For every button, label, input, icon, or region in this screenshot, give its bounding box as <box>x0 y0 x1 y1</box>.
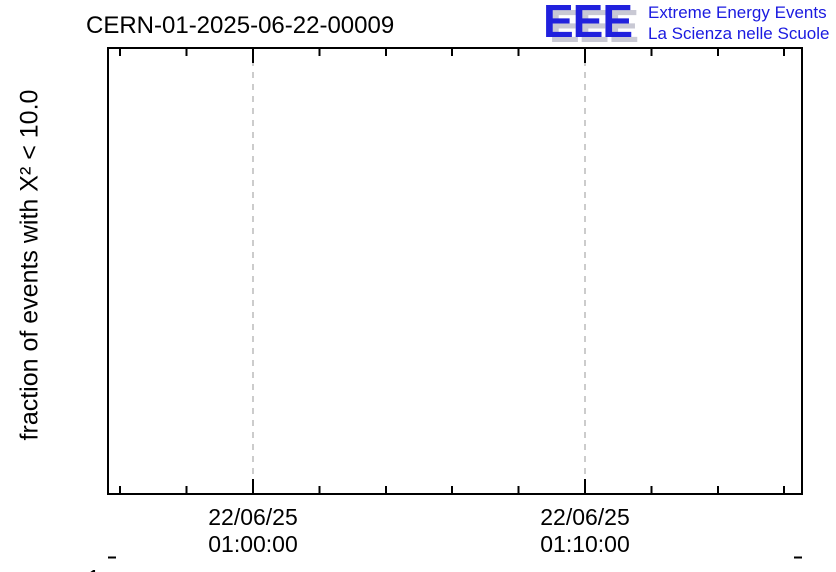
eee-logo: EEE Extreme Energy Events La Scienza nel… <box>541 0 836 54</box>
x-tick-label-time: 01:00:00 <box>208 531 298 557</box>
plot-frame <box>107 47 803 495</box>
y-axis-title: fraction of events with X² < 10.0 <box>15 89 44 441</box>
eee-logo-line2: La Scienza nelle Scuole <box>648 24 830 43</box>
x-tick-label-date: 22/06/25 <box>208 504 298 530</box>
eee-logo-text: Extreme Energy Events La Scienza nelle S… <box>648 2 829 44</box>
y-tick-label: 1 <box>87 565 100 572</box>
chart-title: CERN-01-2025-06-22-00009 <box>86 12 395 39</box>
x-tick-label-date: 22/06/25 <box>540 504 630 530</box>
x-tick-label-time: 01:10:00 <box>540 531 630 557</box>
eee-logo-icon: EEE <box>543 0 633 47</box>
eee-logo-line1: Extreme Energy Events <box>648 3 827 22</box>
